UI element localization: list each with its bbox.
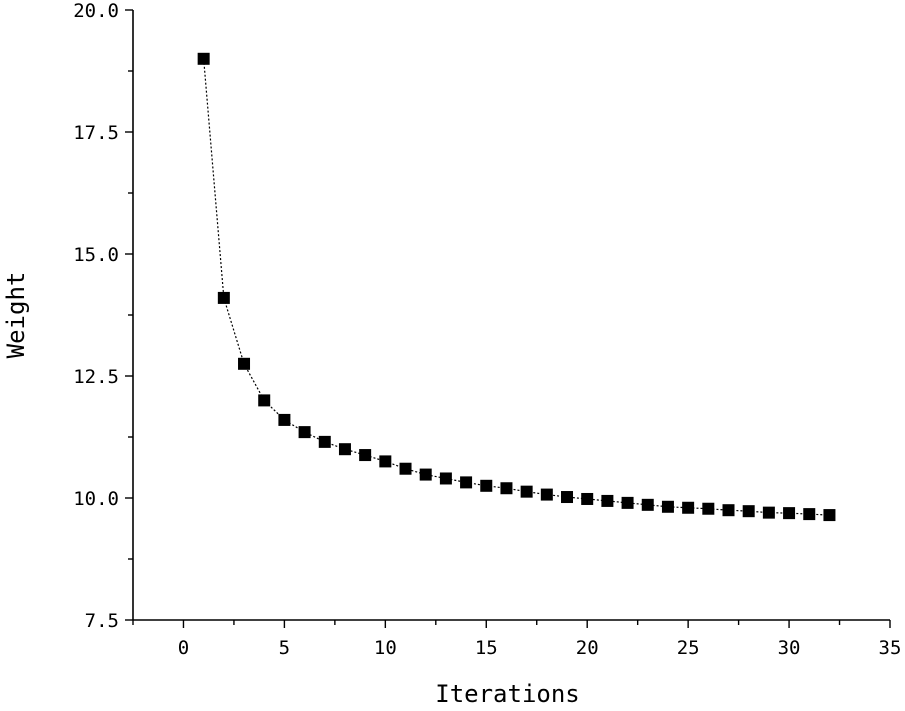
- data-point: [197, 52, 210, 65]
- x-tick-label: 10: [374, 637, 397, 659]
- data-point: [500, 482, 513, 495]
- data-point: [238, 357, 251, 370]
- x-tick-label: 30: [778, 637, 801, 659]
- data-point: [338, 443, 351, 456]
- data-point: [823, 509, 836, 522]
- series-line: [203, 58, 830, 516]
- axes: [132, 10, 890, 621]
- x-tick-label: 20: [576, 637, 599, 659]
- x-tick-label: 5: [279, 637, 290, 659]
- data-point: [601, 494, 614, 507]
- data-point: [379, 455, 392, 468]
- data-point: [298, 426, 311, 439]
- data-point: [641, 498, 654, 511]
- data-point: [803, 508, 816, 521]
- x-tick-label: 15: [475, 637, 498, 659]
- y-tick-label: 17.5: [73, 122, 119, 144]
- data-point: [278, 413, 291, 426]
- data-point: [682, 501, 695, 514]
- data-point: [742, 505, 755, 518]
- x-tick-label: 0: [178, 637, 189, 659]
- data-point: [561, 491, 574, 504]
- data-point: [480, 479, 493, 492]
- data-point: [581, 492, 594, 505]
- data-point: [217, 291, 230, 304]
- data-point: [722, 504, 735, 517]
- data-point: [460, 476, 473, 489]
- data-point: [258, 394, 271, 407]
- series: [197, 52, 836, 522]
- x-axis-title: Iterations: [435, 680, 580, 708]
- y-axis-title: Weight: [2, 272, 30, 359]
- data-point: [359, 449, 372, 462]
- data-point: [661, 500, 674, 513]
- y-tick-label: 15.0: [73, 244, 119, 266]
- ticks: 0 5 10 15 20 25 30 35 7.5 10.0 12.5 15.0 17.5 20.0: [73, 0, 901, 659]
- data-point: [621, 496, 634, 509]
- data-point: [419, 468, 432, 481]
- data-point: [399, 462, 412, 475]
- data-point: [783, 507, 796, 520]
- data-point: [439, 472, 452, 485]
- data-point: [318, 435, 331, 448]
- x-tick-label: 25: [677, 637, 700, 659]
- y-tick-label: 12.5: [73, 366, 119, 388]
- data-point: [540, 488, 553, 501]
- data-point: [520, 485, 533, 498]
- y-tick-label: 10.0: [73, 488, 119, 510]
- data-point: [762, 506, 775, 519]
- data-point: [702, 502, 715, 515]
- y-tick-label: 20.0: [73, 0, 119, 22]
- x-tick-label: 35: [879, 637, 902, 659]
- y-tick-label: 7.5: [85, 610, 119, 632]
